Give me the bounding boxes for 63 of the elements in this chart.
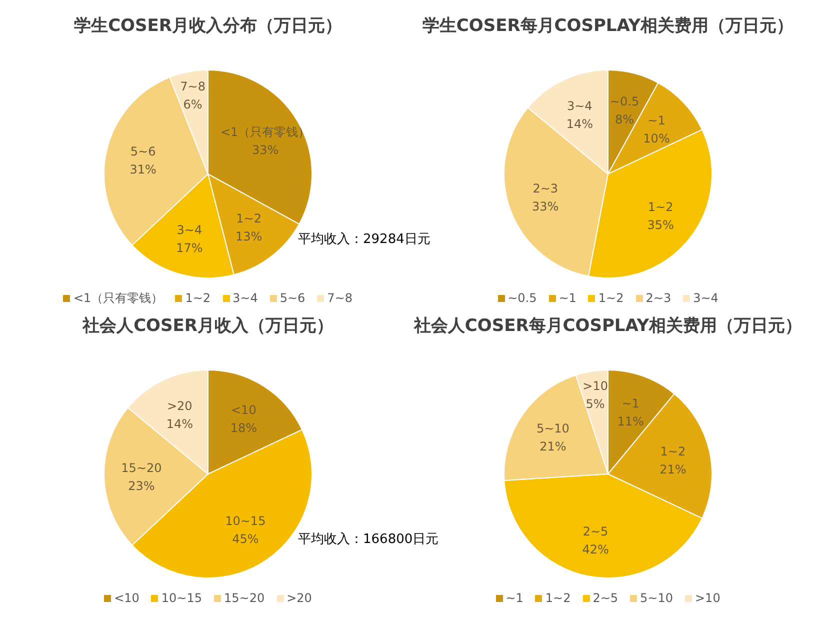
slice-label: ~1 <box>648 113 666 128</box>
slice-label: 3~4 <box>566 98 592 113</box>
legend-label: 1~2 <box>184 291 211 305</box>
legend-label: >20 <box>286 591 312 605</box>
legend-label: 5~6 <box>278 291 306 305</box>
legend-label: 15~20 <box>223 591 265 605</box>
legend-label: ~1 <box>558 291 576 305</box>
slice-label: 7~8 <box>180 79 206 94</box>
legend-label: 1~2 <box>544 591 571 605</box>
slice-label: >20 <box>166 398 192 413</box>
data-label: 14% <box>566 116 593 131</box>
slice-label: <1（只有零钱） <box>220 125 310 140</box>
legend-label: 2~5 <box>592 591 618 605</box>
data-label: 23% <box>128 479 155 494</box>
data-label: 11% <box>617 414 644 428</box>
slice-label: 5~10 <box>536 422 570 436</box>
chart-title: 社会人COSER月收入（万日元） <box>81 315 334 338</box>
slice-label: 1~2 <box>236 212 262 226</box>
legend-label: ~0.5 <box>506 291 537 305</box>
data-label: 35% <box>647 218 674 232</box>
slice-label: ~0.5 <box>610 94 640 109</box>
data-label: 31% <box>130 162 156 176</box>
data-label: 33% <box>252 143 279 158</box>
data-label: 45% <box>232 532 259 546</box>
slice-label: 1~2 <box>660 444 686 458</box>
slice-label: 15~20 <box>121 461 162 476</box>
text: 平均收入：29284日元 <box>298 231 430 248</box>
data-label: 10% <box>643 131 670 146</box>
chart-title: 社会人COSER每月COSPLAY相关费用（万日元） <box>412 315 804 338</box>
data-label: 8% <box>615 112 634 127</box>
chart-title: 学生COSER月收入分布（万日元） <box>73 15 343 38</box>
data-label: 42% <box>582 542 609 556</box>
slice-label: 1~2 <box>648 200 674 214</box>
text: 平均收入：166800日元 <box>298 531 439 548</box>
legend-label: 1~2 <box>597 291 624 305</box>
legend-label: 3~4 <box>232 291 258 305</box>
slice-label: 2~5 <box>582 524 608 538</box>
legend-label: 2~3 <box>644 291 672 305</box>
data-label: 5% <box>586 396 605 411</box>
legend-label: ~1 <box>504 591 524 605</box>
data-label: 18% <box>230 420 257 435</box>
slice-label: 10~15 <box>225 514 266 528</box>
data-label: 6% <box>183 97 202 112</box>
slice-label: >10 <box>582 378 608 393</box>
data-label: 21% <box>540 440 566 454</box>
legend-label: 10~15 <box>160 591 202 605</box>
slice-label: <10 <box>231 402 256 417</box>
legend-label: 3~4 <box>692 291 718 305</box>
legend-label: >10 <box>694 591 720 605</box>
legend-label: 5~10 <box>639 591 673 605</box>
data-label: 33% <box>532 200 559 214</box>
data-label: 21% <box>660 462 686 476</box>
slice-label: 3~4 <box>176 222 202 237</box>
legend-label: 7~8 <box>326 291 352 305</box>
legend-label: <1（只有零钱） <box>72 290 164 306</box>
data-label: 13% <box>235 230 262 244</box>
slice-label: 2~3 <box>532 182 558 196</box>
legend-label: <10 <box>113 591 140 605</box>
slice-label: 5~6 <box>130 144 156 158</box>
data-label: 14% <box>166 416 193 431</box>
slice-label: ~1 <box>622 396 640 410</box>
chart-title: 学生COSER每月COSPLAY相关费用（万日元） <box>421 15 795 38</box>
data-label: 17% <box>176 240 203 255</box>
